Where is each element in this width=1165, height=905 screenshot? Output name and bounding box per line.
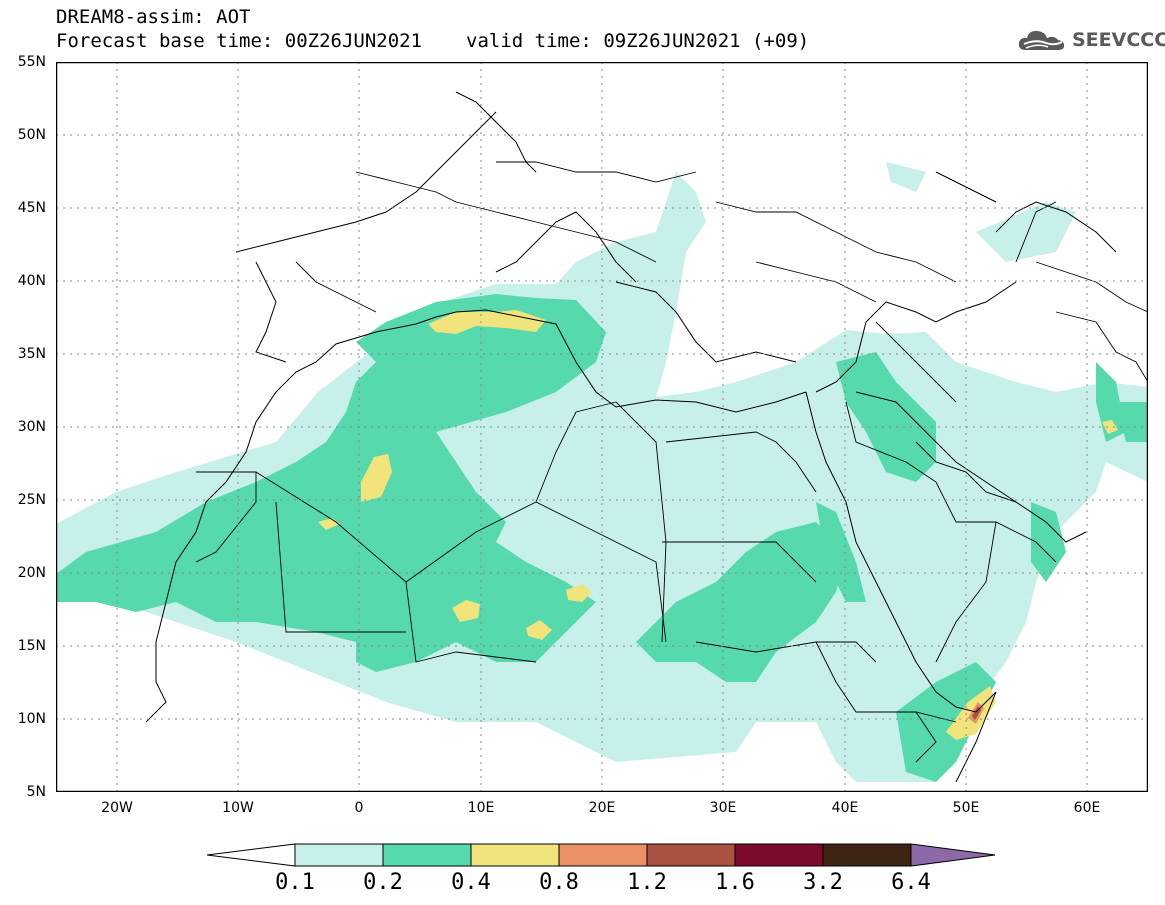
colorbar xyxy=(205,840,1005,874)
aot-0.2-region-arabia xyxy=(836,352,936,482)
aot-0.4-patch-gulf xyxy=(1102,420,1118,434)
aot-0.1-region-3 xyxy=(976,202,1076,262)
lon-label: 10W xyxy=(222,800,254,816)
lat-label: 5N xyxy=(26,784,46,800)
aot-0.4-patch-chad xyxy=(566,584,592,602)
aot-map xyxy=(56,62,1148,792)
valid-time: valid time: 09Z26JUN2021 (+09) xyxy=(466,30,810,52)
lon-label: 50E xyxy=(952,800,980,816)
country-borders xyxy=(195,161,1148,763)
map-title: DREAM8-assim: AOT xyxy=(56,6,251,28)
aot-0.4-patch-niger xyxy=(452,600,480,622)
lat-label: 40N xyxy=(17,273,46,289)
aot-0.2-region-redsea xyxy=(816,502,866,602)
colorbar-bin xyxy=(822,843,912,867)
colorbar-bin xyxy=(646,843,736,867)
lat-label: 30N xyxy=(17,419,46,435)
graticule xyxy=(56,62,1148,792)
lat-label: 35N xyxy=(17,346,46,362)
colorbar-label: 0.2 xyxy=(363,870,403,895)
lon-label: 10E xyxy=(467,800,495,816)
coastlines xyxy=(145,91,1117,783)
colorbar-bin xyxy=(470,843,560,867)
map-frame xyxy=(56,62,1148,792)
lon-label: 20E xyxy=(588,800,616,816)
lon-label: 60E xyxy=(1073,800,1101,816)
colorbar-label: 0.1 xyxy=(275,870,315,895)
aot-0.2-region-horn xyxy=(896,662,996,782)
colorbar-label: 0.4 xyxy=(451,870,491,895)
cloud-logo-icon xyxy=(1018,30,1065,50)
colorbar-label: 3.2 xyxy=(803,870,843,895)
colorbar-svg xyxy=(206,843,996,867)
colorbar-label: 0.8 xyxy=(539,870,579,895)
aot-0.2-region-central xyxy=(636,522,846,682)
colorbar-bin xyxy=(294,843,384,867)
colorbar-bin xyxy=(382,843,472,867)
lat-label: 15N xyxy=(17,638,46,654)
lat-label: 10N xyxy=(17,711,46,727)
logo-text: SEEVCCC xyxy=(1072,29,1165,51)
aot-0.4-patch-somalia xyxy=(946,686,996,740)
aot-0.2-region-india xyxy=(1116,402,1148,442)
aot-0.1-region-2 xyxy=(886,162,926,192)
lon-label: 0 xyxy=(354,800,364,816)
colorbar-label: 1.6 xyxy=(715,870,755,895)
lat-label: 25N xyxy=(17,492,46,508)
lat-label: 20N xyxy=(17,565,46,581)
colorbar-bin xyxy=(734,843,824,867)
lat-label: 50N xyxy=(17,127,46,143)
aot-0.4-patch-chad-2 xyxy=(526,620,552,640)
lon-label: 40E xyxy=(831,800,859,816)
map-canvas xyxy=(56,62,1148,792)
colorbar-bin xyxy=(558,843,648,867)
lon-label: 20W xyxy=(101,800,133,816)
colorbar-high-arrow xyxy=(910,843,996,867)
time-info: Forecast base time: 00Z26JUN2021 valid ti… xyxy=(56,30,809,52)
colorbar-low-arrow xyxy=(206,843,296,867)
aot-0.2-region-sahara xyxy=(56,294,606,672)
lat-label: 45N xyxy=(17,200,46,216)
seevccc-logo: SEEVCCC xyxy=(1016,26,1165,54)
lon-label: 30E xyxy=(709,800,737,816)
colorbar-label: 1.2 xyxy=(627,870,667,895)
lat-label: 55N xyxy=(17,54,46,70)
colorbar-label: 6.4 xyxy=(891,870,931,895)
base-time: Forecast base time: 00Z26JUN2021 xyxy=(56,30,423,52)
aot-0.2-region-oman xyxy=(1031,502,1066,582)
aot-0.4-patch-algeria xyxy=(361,454,392,502)
